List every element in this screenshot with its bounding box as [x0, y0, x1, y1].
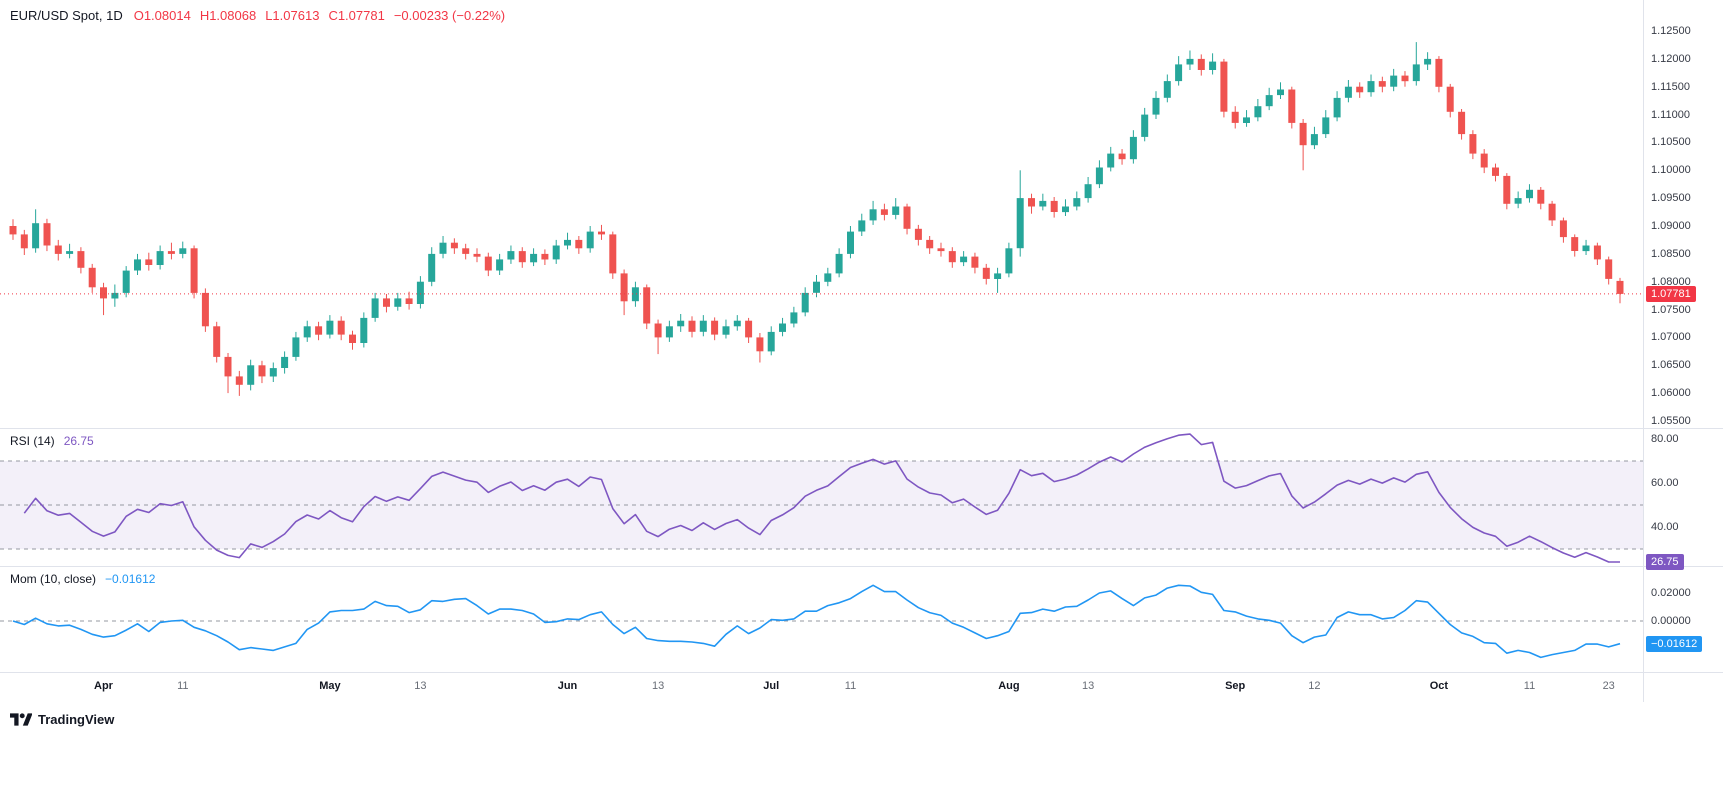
rsi-legend[interactable]: RSI (14) 26.75: [10, 434, 94, 448]
ohlc-change: −0.00233 (−0.22%): [393, 8, 506, 23]
time-axis-label: Aug: [998, 680, 1020, 692]
symbol-title: EUR/USD Spot, 1D: [10, 8, 123, 23]
price-scale-divider: [1643, 0, 1644, 702]
rsi-legend-value: 26.75: [63, 434, 94, 448]
rsi-axis[interactable]: 26.75 80.00 60.00 40.00: [1644, 429, 1723, 570]
price-axis-label: 1.10000: [1651, 164, 1691, 177]
tradingview-brand[interactable]: TradingView: [38, 711, 115, 727]
rsi-legend-label: RSI (14): [10, 434, 55, 448]
price-axis-label: 1.09000: [1651, 220, 1691, 232]
momentum-legend-label: Mom (10, close): [10, 572, 97, 586]
price-axis-label: 1.12500: [1651, 25, 1691, 37]
last-price-badge: 1.07781: [1646, 285, 1696, 302]
candlestick-chart[interactable]: [0, 0, 1643, 428]
momentum-legend-value: −0.01612: [105, 572, 156, 586]
time-axis-label: 11: [844, 680, 857, 692]
price-axis-label: 1.05500: [1651, 415, 1691, 427]
symbol-legend[interactable]: EUR/USD Spot, 1D O1.08014 H1.08068 L1.07…: [10, 8, 505, 23]
rsi-chart[interactable]: [0, 429, 1643, 566]
rsi-axis-label: 60.00: [1651, 477, 1679, 489]
price-axis-label: 1.09500: [1651, 192, 1691, 205]
ohlc-high: H1.08068: [199, 8, 257, 23]
time-axis[interactable]: Apr 11 May 13 Jun 13 Jul 11 Aug 13 Sep 12 Oct 11 23: [0, 672, 1723, 702]
time-axis-label: 11: [1523, 680, 1536, 692]
momentum-chart[interactable]: [0, 567, 1643, 672]
price-axis[interactable]: 1.07781 1.12500 1.12000 1.11500 1.11000 1.10…: [1644, 0, 1723, 428]
time-axis-label: 12: [1308, 680, 1321, 692]
footer: TradingView: [0, 704, 114, 734]
time-axis-label: May: [319, 680, 341, 692]
price-axis-label: 1.07000: [1651, 331, 1691, 344]
tradingview-logo[interactable]: [10, 712, 32, 727]
time-axis-label: 23: [1602, 680, 1615, 692]
time-axis-label: 13: [414, 680, 427, 692]
time-axis-label: 13: [651, 680, 665, 692]
rsi-axis-label: 80.00: [1651, 433, 1679, 445]
momentum-legend[interactable]: Mom (10, close) −0.01612: [10, 572, 155, 586]
price-axis-label: 1.10500: [1651, 136, 1691, 149]
ohlc-close: C1.07781: [328, 8, 385, 23]
ohlc-open: O1.08014: [133, 8, 191, 23]
time-axis-label: Apr: [94, 680, 113, 692]
momentum-axis-label: 0.02000: [1651, 587, 1691, 599]
price-axis-label: 1.08500: [1651, 247, 1691, 260]
time-axis-label: Sep: [1225, 680, 1246, 692]
momentum-value-badge: −0.01612: [1646, 635, 1703, 652]
price-axis-label: 1.07500: [1651, 303, 1691, 316]
price-axis-label: 1.11500: [1651, 80, 1690, 93]
price-axis-label: 1.06000: [1651, 387, 1691, 400]
momentum-axis-label: 0.00000: [1651, 615, 1691, 627]
time-axis-label: Oct: [1429, 680, 1449, 692]
price-axis-label: 1.11000: [1651, 108, 1690, 121]
time-axis-label: 11: [177, 680, 189, 692]
pane-divider[interactable]: [0, 428, 1723, 429]
time-axis-label: 13: [1081, 680, 1095, 692]
time-axis-label: Jun: [557, 680, 578, 692]
time-axis-divider: [0, 672, 1723, 673]
price-axis-label: 1.12000: [1651, 52, 1691, 65]
rsi-axis-label: 40.00: [1651, 521, 1679, 533]
pane-divider[interactable]: [0, 566, 1723, 567]
ohlc-low: L1.07613: [265, 8, 320, 23]
rsi-value-badge: 26.75: [1646, 554, 1684, 570]
time-axis-label: Jul: [763, 680, 780, 692]
price-axis-label: 1.06500: [1651, 359, 1691, 372]
price-axis-label: 1.08000: [1651, 275, 1691, 288]
